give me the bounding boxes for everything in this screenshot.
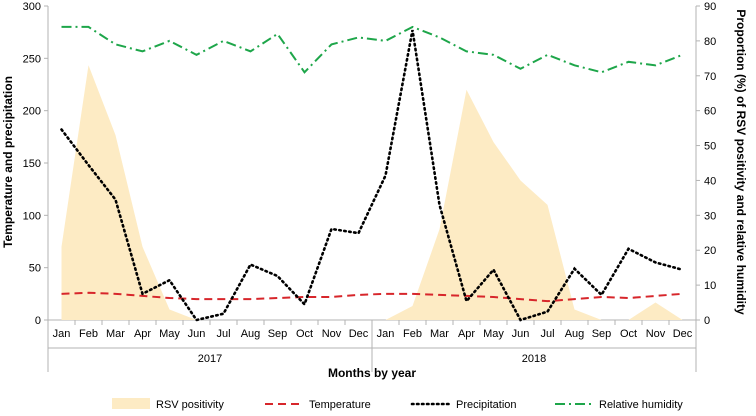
y-right-tick-label: 70 [704, 71, 716, 83]
y-right-tick-label: 10 [704, 280, 716, 292]
x-tick-label: Apr [458, 328, 475, 340]
y-left-tick-label: 0 [35, 315, 41, 327]
x-tick-label: Mar [106, 328, 125, 340]
y-right-tick-label: 80 [704, 36, 716, 48]
x-tick-label: May [159, 328, 180, 340]
y-axis-left-title: Temperature and precipitation [1, 76, 15, 248]
y-left-tick-label: 100 [23, 210, 41, 222]
y-left-tick-label: 200 [23, 106, 41, 118]
area-layer [61, 65, 683, 320]
legend-label-relative-humidity: Relative humidity [599, 399, 683, 411]
y-axis-right-title: Proportion (%) of RSV positivity and rel… [734, 9, 748, 315]
y-left-tick-label: 250 [23, 53, 41, 65]
x-tick-label: Jun [512, 328, 530, 340]
x-tick-label: Jul [540, 328, 554, 340]
x-tick-label: Aug [241, 328, 261, 340]
y-right-tick-label: 30 [704, 210, 716, 222]
x-tick-label: Feb [79, 328, 98, 340]
legend-swatch-rsv-positivity [112, 398, 150, 409]
x-tick-label: Nov [646, 328, 666, 340]
legend-label-temperature: Temperature [309, 399, 371, 411]
line-layer [60, 25, 684, 322]
y-right-tick-label: 60 [704, 106, 716, 118]
x-tick-label: May [483, 328, 504, 340]
x-tick-label: Sep [592, 328, 612, 340]
year-label: 2017 [198, 353, 222, 365]
y-right-tick-label: 0 [704, 315, 710, 327]
x-tick-label: Nov [322, 328, 342, 340]
x-tick-label: Sep [268, 328, 288, 340]
x-tick-label: Feb [403, 328, 422, 340]
x-tick-label: Jan [377, 328, 395, 340]
x-tick-label: Jul [216, 328, 230, 340]
x-tick-label: Dec [673, 328, 693, 340]
series-precipitation-line [60, 29, 684, 322]
x-axis-title: Months by year [328, 366, 416, 380]
year-label: 2018 [522, 353, 546, 365]
x-tick-label: Dec [349, 328, 369, 340]
y-right-tick-label: 20 [704, 245, 716, 257]
y-right-tick-label: 50 [704, 141, 716, 153]
x-tick-label: Aug [565, 328, 585, 340]
series-rsv-positivity-area [61, 65, 683, 320]
x-tick-label: Jan [53, 328, 71, 340]
x-tick-label: Oct [620, 328, 637, 340]
y-left-tick-label: 150 [23, 158, 41, 170]
x-tick-label: Mar [430, 328, 449, 340]
legend-label-rsv-positivity: RSV positivity [156, 399, 224, 411]
y-right-tick-label: 40 [704, 175, 716, 187]
label-layer: 0 50 100 150 200 250 300 0 10 20 30 40 50 60 70 80 90 Jan… [23, 1, 717, 365]
legend: RSV positivity Temperature Precipitation Re… [112, 398, 683, 411]
y-left-tick-label: 300 [23, 1, 41, 13]
series-relative-humidity-line [61, 25, 683, 74]
x-tick-label: Jun [188, 328, 206, 340]
x-tick-label: Oct [296, 328, 313, 340]
legend-label-precipitation: Precipitation [456, 399, 517, 411]
y-left-tick-label: 50 [29, 263, 41, 275]
y-right-tick-label: 90 [704, 1, 716, 13]
x-tick-label: Apr [134, 328, 151, 340]
